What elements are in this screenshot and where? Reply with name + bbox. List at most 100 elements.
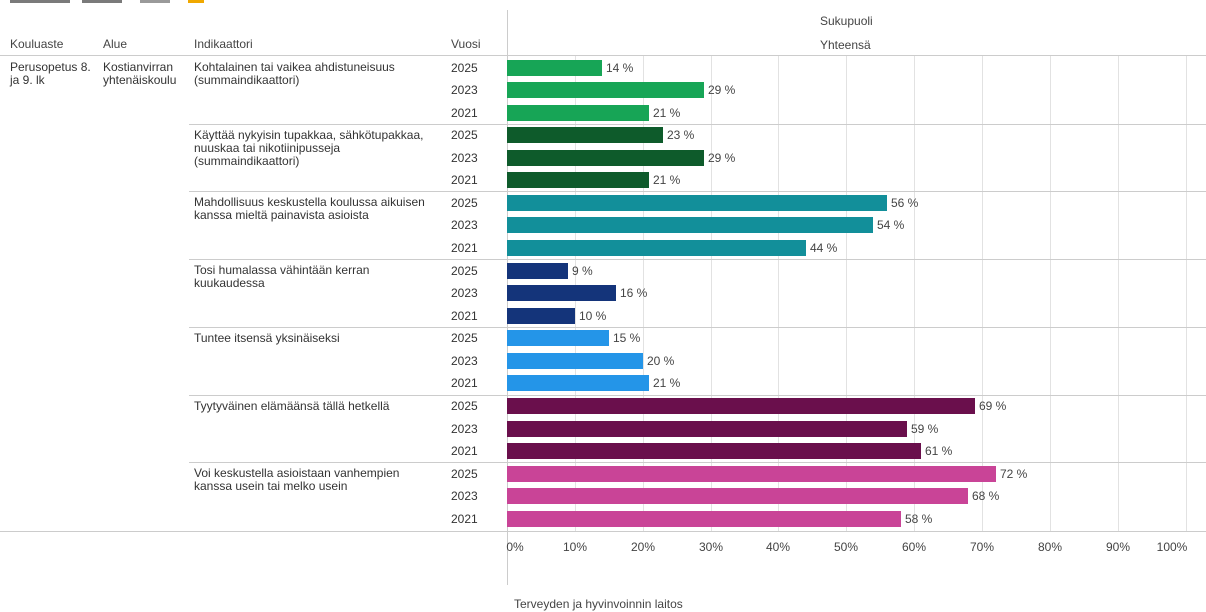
- group-divider: [189, 124, 1206, 125]
- bar[interactable]: [507, 150, 704, 166]
- x-tick-label: 20%: [630, 540, 656, 554]
- data-label: 44 %: [810, 241, 838, 255]
- indicator-label: Tuntee itsensä yksinäiseksi: [194, 330, 340, 345]
- x-tick-label: 90%: [1105, 540, 1131, 554]
- gridline: [982, 56, 983, 531]
- bar[interactable]: [507, 421, 907, 437]
- indicator-label: Mahdollisuus keskustella koulussa aikuis…: [194, 195, 425, 223]
- column-header-year: Vuosi: [451, 37, 481, 51]
- x-tick-label: 80%: [1037, 540, 1063, 554]
- column-header-indicator: Indikaattori: [194, 37, 253, 51]
- year-label: 2023: [451, 422, 478, 436]
- bar[interactable]: [507, 127, 663, 143]
- data-label: 15 %: [613, 331, 641, 345]
- indicator-label: Tosi humalassa vähintään kerran kuukaude…: [194, 263, 370, 291]
- column-header-area: Alue: [103, 37, 128, 51]
- header-divider: [0, 55, 1206, 56]
- data-label: 16 %: [620, 286, 648, 300]
- year-label: 2021: [451, 512, 478, 526]
- column-header-level: Kouluaste: [10, 37, 64, 51]
- year-label: 2025: [451, 467, 478, 481]
- bar[interactable]: [507, 195, 887, 211]
- bar[interactable]: [507, 443, 921, 459]
- indicator-label: Kohtalainen tai vaikea ahdistuneisuus (s…: [194, 60, 395, 87]
- year-label: 2025: [451, 331, 478, 345]
- source-credit: Terveyden ja hyvinvoinnin laitos: [514, 597, 683, 611]
- footer-divider: [0, 531, 1206, 532]
- year-label: 2021: [451, 309, 478, 323]
- indicator-label: Tyytyväinen elämäänsä tällä hetkellä: [194, 398, 390, 413]
- area-label: Kostianvirran yhtenäiskoulu: [103, 60, 177, 87]
- group-header-title: Sukupuoli: [820, 14, 873, 28]
- bar[interactable]: [507, 240, 806, 256]
- year-label: 2021: [451, 376, 478, 390]
- indicator-label: Käyttää nykyisin tupakkaa, sähkötupakkaa…: [194, 127, 424, 168]
- bar[interactable]: [507, 263, 568, 279]
- x-tick-label: 60%: [901, 540, 927, 554]
- data-label: 21 %: [653, 173, 681, 187]
- data-label: 68 %: [972, 489, 1000, 503]
- data-label: 23 %: [667, 128, 695, 142]
- year-label: 2021: [451, 173, 478, 187]
- bar[interactable]: [507, 217, 873, 233]
- gridline: [914, 56, 915, 531]
- x-tick-label: 100%: [1156, 540, 1188, 554]
- data-label: 69 %: [979, 399, 1007, 413]
- data-label: 59 %: [911, 422, 939, 436]
- bar[interactable]: [507, 488, 968, 504]
- data-label: 29 %: [708, 83, 736, 97]
- data-label: 10 %: [579, 309, 607, 323]
- bar[interactable]: [507, 511, 901, 527]
- x-tick-label: 70%: [969, 540, 995, 554]
- data-label: 72 %: [1000, 467, 1028, 481]
- x-tick-label: 30%: [698, 540, 724, 554]
- bar[interactable]: [507, 398, 975, 414]
- data-label: 56 %: [891, 196, 919, 210]
- year-label: 2023: [451, 151, 478, 165]
- year-label: 2023: [451, 354, 478, 368]
- year-label: 2023: [451, 286, 478, 300]
- data-label: 21 %: [653, 106, 681, 120]
- data-label: 9 %: [572, 264, 593, 278]
- year-label: 2021: [451, 444, 478, 458]
- group-divider: [189, 395, 1206, 396]
- x-tick-label: 50%: [833, 540, 859, 554]
- year-label: 2025: [451, 128, 478, 142]
- bar[interactable]: [507, 375, 649, 391]
- year-label: 2025: [451, 264, 478, 278]
- bar[interactable]: [507, 60, 602, 76]
- indicator-label: Voi keskustella asioistaan vanhempien ka…: [194, 466, 400, 494]
- data-label: 14 %: [606, 61, 634, 75]
- group-divider: [189, 462, 1206, 463]
- bar[interactable]: [507, 353, 643, 369]
- group-divider: [189, 327, 1206, 328]
- bar[interactable]: [507, 82, 704, 98]
- gridline: [1050, 56, 1051, 531]
- bar[interactable]: [507, 466, 996, 482]
- year-label: 2023: [451, 489, 478, 503]
- data-label: 21 %: [653, 376, 681, 390]
- bar[interactable]: [507, 285, 616, 301]
- gridline: [711, 56, 712, 531]
- year-label: 2021: [451, 106, 478, 120]
- data-label: 54 %: [877, 218, 905, 232]
- gridline: [1118, 56, 1119, 531]
- year-label: 2023: [451, 218, 478, 232]
- group-header-value: Yhteensä: [820, 38, 871, 52]
- bar[interactable]: [507, 105, 649, 121]
- group-divider: [189, 191, 1206, 192]
- x-tick-label: 40%: [765, 540, 791, 554]
- gridline: [778, 56, 779, 531]
- year-label: 2025: [451, 61, 478, 75]
- data-label: 29 %: [708, 151, 736, 165]
- x-tick-label: 10%: [562, 540, 588, 554]
- data-label: 58 %: [905, 512, 933, 526]
- year-label: 2025: [451, 196, 478, 210]
- level-label: Perusopetus 8. ja 9. lk: [10, 60, 91, 87]
- gridline: [1186, 56, 1187, 531]
- bar[interactable]: [507, 172, 649, 188]
- bar[interactable]: [507, 308, 575, 324]
- year-label: 2023: [451, 83, 478, 97]
- bar[interactable]: [507, 330, 609, 346]
